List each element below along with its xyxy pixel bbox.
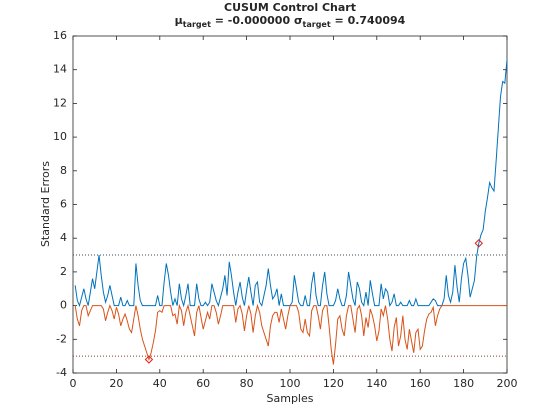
- x-tick-label: 100: [280, 377, 301, 390]
- subtitle-part: target: [183, 20, 211, 29]
- x-tick-label: 160: [410, 377, 431, 390]
- x-axis-label: Samples: [267, 392, 314, 405]
- subtitle-part: target: [303, 20, 331, 29]
- x-tick-label: 200: [497, 377, 518, 390]
- y-tick-label: -4: [56, 366, 67, 379]
- x-tick-label: 180: [453, 377, 474, 390]
- x-tick-label: 120: [323, 377, 344, 390]
- subtitle-part: μ: [175, 14, 183, 27]
- y-axis-label: Standard Errors: [39, 161, 52, 247]
- y-tick-label: 10: [53, 130, 67, 143]
- x-tick-label: 40: [153, 377, 167, 390]
- x-tick-label: 140: [366, 377, 387, 390]
- violation-marker: [474, 239, 483, 248]
- y-tick-label: 16: [53, 29, 67, 42]
- y-tick-label: 12: [53, 96, 67, 109]
- plot-area: [72, 35, 508, 374]
- cusum-line: [74, 303, 507, 365]
- subtitle-part: = 0.740094: [331, 14, 406, 27]
- cusum-line: [74, 59, 508, 308]
- y-tick-label: 2: [60, 265, 67, 278]
- chart-subtitle: μtarget = -0.000000 σtarget = 0.740094: [175, 14, 406, 29]
- y-tick-label: 6: [60, 198, 67, 211]
- x-tick-label: 80: [240, 377, 254, 390]
- chart-title: CUSUM Control Chart: [224, 1, 356, 14]
- subtitle-part: = -0.000000: [211, 14, 294, 27]
- y-tick-label: 14: [53, 63, 67, 76]
- y-tick-label: 0: [60, 299, 67, 312]
- x-tick-label: 20: [109, 377, 123, 390]
- subtitle-part: σ: [294, 14, 303, 27]
- y-tick-label: -2: [56, 332, 67, 345]
- x-tick-label: 0: [70, 377, 77, 390]
- y-tick-label: 8: [60, 164, 67, 177]
- violation-marker: [144, 355, 154, 364]
- y-tick-label: 4: [60, 231, 67, 244]
- x-tick-label: 60: [196, 377, 210, 390]
